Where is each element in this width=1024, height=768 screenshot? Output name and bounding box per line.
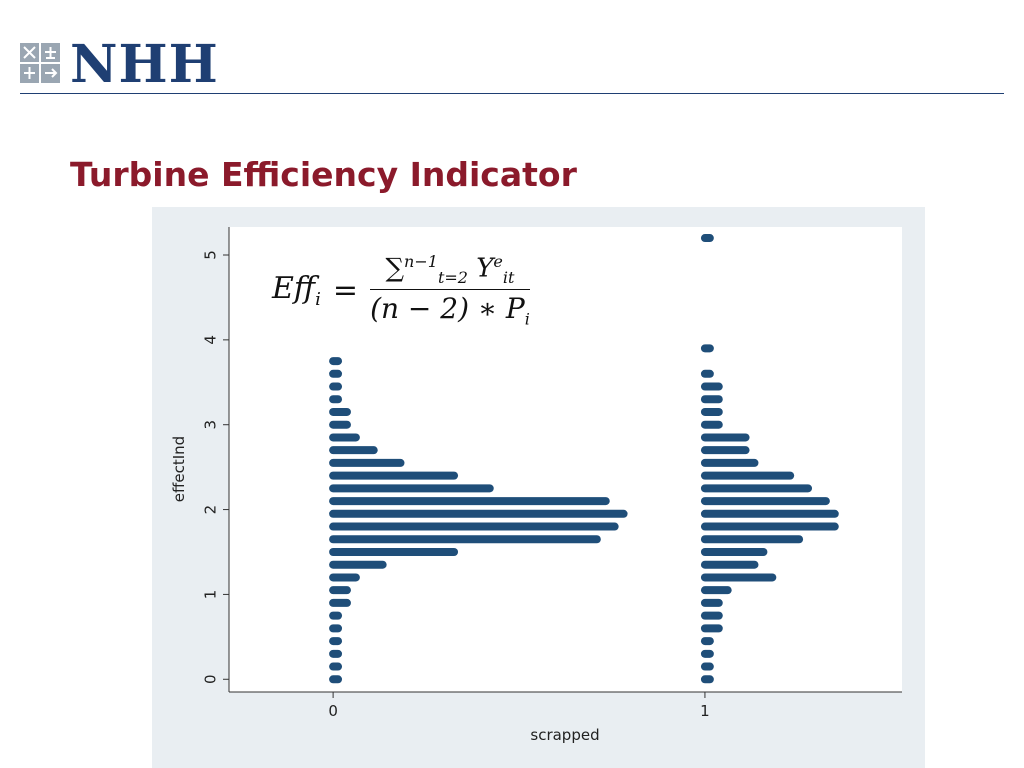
dot-strip-s0-12 — [329, 522, 619, 531]
dot-strip-s0-11 — [329, 535, 601, 544]
dot-strip-s1-9 — [700, 560, 759, 569]
dot-strip-s1-3 — [700, 637, 714, 646]
formula-den-sub: i — [524, 309, 530, 329]
dot-strip-s0-14 — [329, 497, 610, 506]
dot-strip-s0-2 — [329, 649, 343, 658]
y-tick-label-5: 5 — [202, 250, 220, 260]
dot-strip-s1-12 — [700, 522, 839, 531]
dot-strip-s1-15 — [700, 484, 813, 493]
formula-denominator: (n − 2) ∗ Pi — [370, 290, 530, 329]
dot-strip-s0-17 — [329, 458, 405, 467]
dot-strip-s0-15 — [329, 484, 494, 493]
dot-strip-s1-17 — [700, 458, 759, 467]
dot-strip-s0-6 — [329, 598, 351, 607]
y-tick-label-2: 2 — [202, 505, 220, 515]
dot-strip-s0-13 — [329, 509, 628, 518]
x-tick-label-0: 0 — [328, 702, 338, 720]
formula-lhs-sub: i — [315, 288, 321, 310]
dot-strip-s1-14 — [700, 497, 830, 506]
dot-strip-s1-18 — [700, 446, 750, 455]
dot-strip-s1-20 — [700, 420, 723, 429]
formula-den-text: (n − 2) ∗ P — [370, 292, 525, 326]
chart-container: 0 1 2 3 4 5 0 1 scrapped effectInd — [152, 207, 925, 768]
efficiency-formula: Effi = ∑n−1t=2 Yeit (n − 2) ∗ Pi — [272, 252, 530, 329]
dot-strip-s0-24 — [329, 369, 343, 378]
dot-strip-s1-22 — [700, 395, 723, 404]
dot-strip-s1-8 — [700, 573, 777, 582]
formula-sum-symbol: ∑ — [385, 253, 405, 284]
dot-strip-s1-2 — [700, 649, 714, 658]
dot-strip-s0-18 — [329, 446, 378, 455]
y-tick-label-4: 4 — [202, 335, 220, 345]
dot-strip-s0-25 — [329, 357, 343, 366]
chart-marks — [329, 234, 839, 684]
dot-strip-s0-8 — [329, 573, 360, 582]
y-tick-label-3: 3 — [202, 420, 220, 430]
dot-strip-s1-16 — [700, 471, 795, 480]
formula-numerator: ∑n−1t=2 Yeit — [379, 252, 520, 289]
dot-strip-s1-25 — [700, 344, 714, 353]
dot-strip-s1-10 — [700, 547, 768, 556]
dot-strip-s1-0 — [700, 675, 714, 684]
formula-sum-sup: n−1 — [404, 252, 438, 271]
dot-strip-s0-3 — [329, 637, 343, 646]
dot-strip-s1-13 — [700, 509, 839, 518]
dot-strip-s0-22 — [329, 395, 343, 404]
slide-title: Turbine Efficiency Indicator — [70, 155, 577, 194]
x-tick-label-1: 1 — [700, 702, 710, 720]
dot-strip-s1-6 — [700, 598, 723, 607]
dot-strip-s0-16 — [329, 471, 459, 480]
y-tick-label-0: 0 — [202, 674, 220, 684]
dot-strip-s0-19 — [329, 433, 360, 442]
dot-strip-s1-21 — [700, 407, 723, 416]
nhh-crest-icon — [20, 43, 60, 83]
y-axis-label: effectInd — [170, 436, 188, 502]
dot-strip-s1-7 — [700, 586, 732, 595]
formula-sum-sub: t=2 — [437, 267, 468, 287]
formula-var: Y — [476, 253, 494, 284]
formula-var-sub: it — [502, 267, 515, 287]
dot-strip-s0-9 — [329, 560, 387, 569]
dot-strip-s1-26 — [700, 234, 714, 243]
chart-axes: 0 1 2 3 4 5 0 1 scrapped effectInd — [170, 227, 902, 744]
dot-strip-s1-5 — [700, 611, 723, 620]
dot-strip-s1-11 — [700, 535, 804, 544]
dot-strip-s1-1 — [700, 662, 714, 671]
header-divider — [20, 93, 1004, 94]
y-tick-label-1: 1 — [202, 590, 220, 600]
formula-equals: = — [332, 272, 359, 308]
dot-strip-s1-4 — [700, 624, 723, 633]
dot-strip-s0-7 — [329, 586, 351, 595]
dot-strip-s1-24 — [700, 369, 714, 378]
dot-strip-s0-1 — [329, 662, 343, 671]
dot-strip-s0-4 — [329, 624, 343, 633]
formula-lhs: Effi — [272, 271, 321, 310]
formula-fraction-bar — [370, 288, 530, 291]
x-axis-label: scrapped — [530, 726, 599, 744]
dot-strip-s0-10 — [329, 547, 459, 556]
nhh-logo-text: NHH — [70, 34, 219, 95]
dot-strip-s0-5 — [329, 611, 343, 620]
dot-strip-s1-23 — [700, 382, 723, 391]
dot-strip-s0-21 — [329, 407, 351, 416]
dot-strip-s0-23 — [329, 382, 343, 391]
formula-fraction: ∑n−1t=2 Yeit (n − 2) ∗ Pi — [370, 252, 530, 329]
dot-plot-chart: 0 1 2 3 4 5 0 1 scrapped effectInd — [152, 207, 925, 768]
formula-var-sup: e — [493, 252, 503, 271]
formula-lhs-base: Eff — [272, 270, 316, 306]
dot-strip-s0-0 — [329, 675, 343, 684]
dot-strip-s0-20 — [329, 420, 351, 429]
dot-strip-s1-19 — [700, 433, 750, 442]
